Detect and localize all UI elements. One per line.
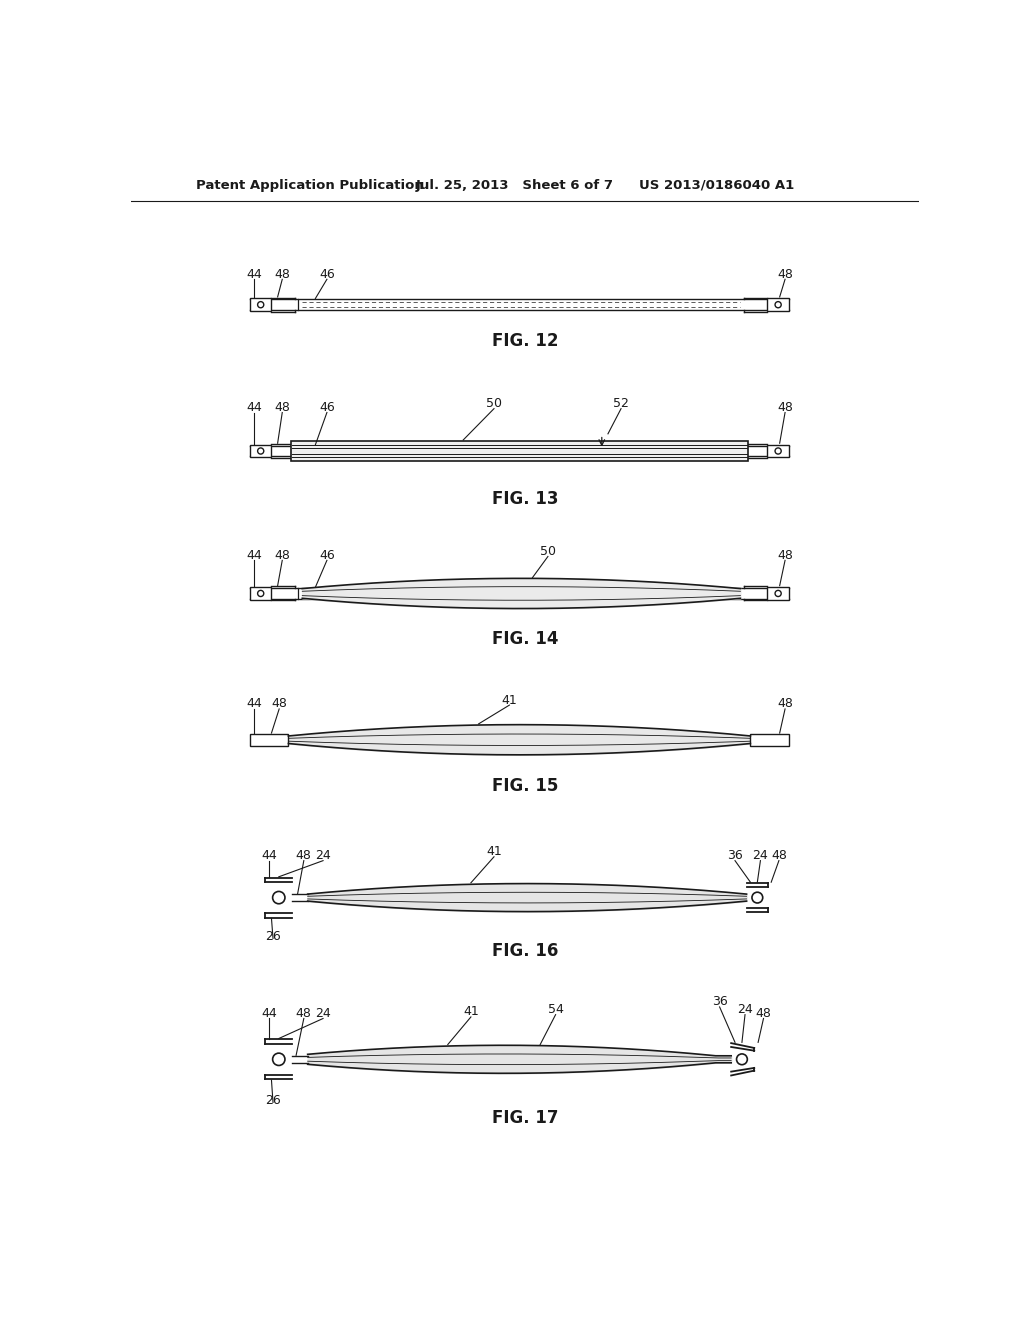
Text: 46: 46 [319, 549, 335, 562]
Text: US 2013/0186040 A1: US 2013/0186040 A1 [639, 178, 794, 191]
Text: 36: 36 [712, 995, 727, 1008]
Text: 48: 48 [274, 549, 290, 562]
Text: 46: 46 [319, 401, 335, 414]
Text: 24: 24 [753, 849, 768, 862]
Text: Jul. 25, 2013   Sheet 6 of 7: Jul. 25, 2013 Sheet 6 of 7 [416, 178, 613, 191]
Text: 24: 24 [315, 849, 331, 862]
Text: 52: 52 [613, 397, 629, 411]
Bar [751, 734, 788, 746]
Text: 36: 36 [727, 849, 742, 862]
Text: 41: 41 [486, 845, 502, 858]
Text: 48: 48 [274, 268, 290, 281]
Bar [767, 298, 788, 312]
Text: 48: 48 [771, 849, 786, 862]
Text: 48: 48 [756, 1007, 771, 1020]
Text: FIG. 16: FIG. 16 [492, 942, 558, 960]
Bar [250, 298, 271, 312]
Text: 44: 44 [246, 401, 262, 414]
Bar [767, 587, 788, 599]
Text: 48: 48 [296, 1007, 311, 1020]
Bar [767, 445, 788, 458]
Text: 50: 50 [486, 397, 502, 411]
Text: 41: 41 [502, 693, 517, 706]
Text: 48: 48 [777, 268, 793, 281]
Text: FIG. 14: FIG. 14 [492, 631, 558, 648]
Text: 44: 44 [261, 849, 278, 862]
Text: 24: 24 [315, 1007, 331, 1020]
Text: 26: 26 [265, 931, 281, 942]
Text: 26: 26 [265, 1094, 281, 1107]
Text: FIG. 15: FIG. 15 [492, 776, 558, 795]
Text: FIG. 12: FIG. 12 [492, 331, 558, 350]
Text: 24: 24 [737, 1003, 753, 1016]
Text: 50: 50 [540, 545, 556, 558]
Text: 46: 46 [319, 268, 335, 281]
Bar [291, 441, 749, 461]
Text: 48: 48 [271, 697, 287, 710]
Text: 48: 48 [777, 697, 793, 710]
Text: FIG. 17: FIG. 17 [492, 1109, 558, 1127]
Text: 54: 54 [548, 1003, 563, 1016]
Bar [250, 587, 271, 599]
Text: FIG. 13: FIG. 13 [492, 490, 558, 507]
Text: 48: 48 [777, 401, 793, 414]
Bar [250, 734, 289, 746]
Text: 48: 48 [296, 849, 311, 862]
Text: Patent Application Publication: Patent Application Publication [196, 178, 424, 191]
Text: 44: 44 [261, 1007, 278, 1020]
Text: 44: 44 [246, 697, 262, 710]
Text: 44: 44 [246, 268, 262, 281]
Text: 48: 48 [274, 401, 290, 414]
Text: 41: 41 [463, 1006, 479, 1019]
Text: 44: 44 [246, 549, 262, 562]
Text: 48: 48 [777, 549, 793, 562]
Bar [250, 445, 271, 458]
